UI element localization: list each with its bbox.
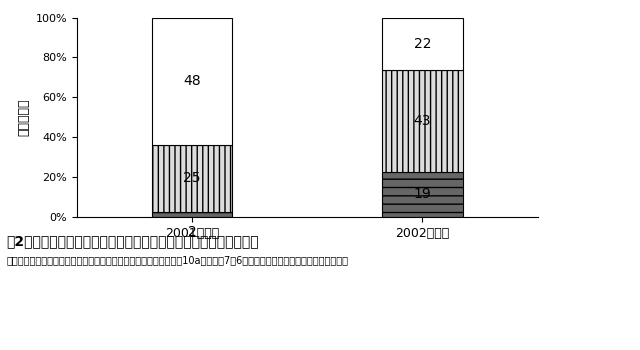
Text: 48: 48 xyxy=(183,74,201,88)
Y-axis label: 施設の割合: 施設の割合 xyxy=(17,98,30,136)
Text: 25: 25 xyxy=(183,172,201,186)
Text: 高知県安誌市でバンカー法を導入したナス，ピーマン等のハウス（10a規模）〆7～6月のアブラムシ防除薬剤について，全面: 高知県安誌市でバンカー法を導入したナス，ピーマン等のハウス（10a規模）〆7～6… xyxy=(6,256,348,266)
Text: 19: 19 xyxy=(413,188,431,202)
Text: 図2　バンカー法導入施設での春期のアブラムシ防除薬剤散布状況: 図2 バンカー法導入施設での春期のアブラムシ防除薬剤散布状況 xyxy=(6,234,259,248)
Bar xyxy=(382,172,463,217)
Bar xyxy=(382,18,463,70)
Bar xyxy=(152,18,232,145)
Text: 43: 43 xyxy=(413,114,431,128)
Bar xyxy=(152,212,232,217)
Bar xyxy=(382,70,463,172)
Text: 2: 2 xyxy=(188,225,196,239)
Text: 22: 22 xyxy=(413,37,431,51)
Bar xyxy=(152,145,232,212)
